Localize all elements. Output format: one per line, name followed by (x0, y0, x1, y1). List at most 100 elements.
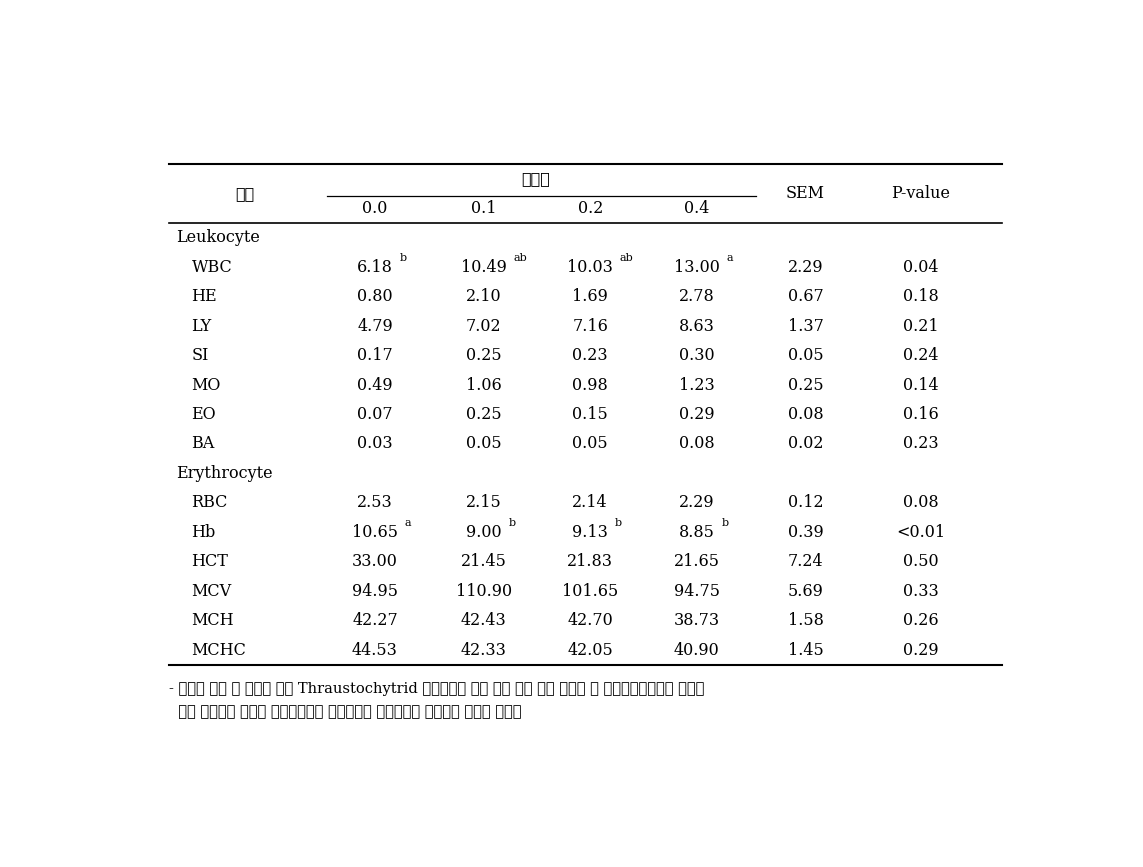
Text: 2.78: 2.78 (679, 288, 714, 305)
Text: 42.33: 42.33 (461, 642, 506, 659)
Text: 2.15: 2.15 (466, 494, 502, 512)
Text: 0.25: 0.25 (466, 406, 502, 423)
Text: 0.05: 0.05 (466, 435, 502, 453)
Text: 0.03: 0.03 (357, 435, 393, 453)
Text: BA: BA (192, 435, 215, 453)
Text: WBC: WBC (192, 258, 232, 276)
Text: 0.49: 0.49 (357, 376, 393, 394)
Text: 6.18: 6.18 (357, 258, 393, 276)
Text: HE: HE (192, 288, 217, 305)
Text: 0.08: 0.08 (903, 494, 938, 512)
Text: 0.29: 0.29 (903, 642, 938, 659)
Text: 0.30: 0.30 (679, 347, 714, 364)
Text: 0.2: 0.2 (577, 199, 602, 217)
Text: 처리구: 처리구 (521, 170, 550, 187)
Text: 42.27: 42.27 (352, 612, 398, 629)
Text: Hb: Hb (192, 524, 216, 541)
Text: 0.05: 0.05 (788, 347, 823, 364)
Text: 0.50: 0.50 (903, 553, 938, 570)
Text: 9.13: 9.13 (573, 524, 608, 541)
Text: 1.06: 1.06 (466, 376, 502, 394)
Text: - 산란계 사료 내 기능성 균주 Thraustochytrid 첨가급여에 따른 혈구 분석 결과 백혈구 및 헤모글로블린에서 증가하: - 산란계 사료 내 기능성 균주 Thraustochytrid 첨가급여에 … (169, 681, 705, 695)
Text: 0.33: 0.33 (903, 583, 938, 600)
Text: Erythrocyte: Erythrocyte (176, 465, 273, 482)
Text: 0.05: 0.05 (573, 435, 608, 453)
Text: 42.43: 42.43 (461, 612, 506, 629)
Text: b: b (400, 253, 407, 264)
Text: 10.03: 10.03 (567, 258, 613, 276)
Text: 0.17: 0.17 (357, 347, 393, 364)
Text: 0.14: 0.14 (903, 376, 938, 394)
Text: 42.05: 42.05 (567, 642, 613, 659)
Text: 0.1: 0.1 (471, 199, 497, 217)
Text: 2.29: 2.29 (788, 258, 823, 276)
Text: 0.23: 0.23 (903, 435, 938, 453)
Text: 101.65: 101.65 (562, 583, 618, 600)
Text: 44.53: 44.53 (352, 642, 398, 659)
Text: 7.02: 7.02 (466, 317, 502, 335)
Text: 0.08: 0.08 (788, 406, 823, 423)
Text: 0.02: 0.02 (788, 435, 823, 453)
Text: HCT: HCT (192, 553, 229, 570)
Text: 94.95: 94.95 (352, 583, 398, 600)
Text: 0.18: 0.18 (903, 288, 938, 305)
Text: LY: LY (192, 317, 211, 335)
Text: 0.16: 0.16 (903, 406, 938, 423)
Text: MCV: MCV (192, 583, 232, 600)
Text: b: b (721, 518, 728, 529)
Text: 0.67: 0.67 (788, 288, 823, 305)
Text: 10.49: 10.49 (461, 258, 506, 276)
Text: 0.15: 0.15 (573, 406, 608, 423)
Text: 0.04: 0.04 (903, 258, 938, 276)
Text: 110.90: 110.90 (456, 583, 512, 600)
Text: 0.23: 0.23 (573, 347, 608, 364)
Text: EO: EO (192, 406, 216, 423)
Text: 0.12: 0.12 (788, 494, 823, 512)
Text: 1.69: 1.69 (573, 288, 608, 305)
Text: 1.45: 1.45 (788, 642, 823, 659)
Text: 4.79: 4.79 (357, 317, 393, 335)
Text: MCHC: MCHC (192, 642, 247, 659)
Text: 0.25: 0.25 (788, 376, 823, 394)
Text: 21.83: 21.83 (567, 553, 613, 570)
Text: 94.75: 94.75 (673, 583, 719, 600)
Text: 0.26: 0.26 (903, 612, 938, 629)
Text: ab: ab (513, 253, 527, 264)
Text: 2.10: 2.10 (466, 288, 502, 305)
Text: 2.29: 2.29 (679, 494, 714, 512)
Text: 0.08: 0.08 (679, 435, 714, 453)
Text: 42.70: 42.70 (567, 612, 613, 629)
Text: 1.23: 1.23 (679, 376, 714, 394)
Text: 0.39: 0.39 (788, 524, 823, 541)
Text: 0.98: 0.98 (573, 376, 608, 394)
Text: 항목: 항목 (235, 185, 255, 202)
Text: 2.14: 2.14 (573, 494, 608, 512)
Text: 거나 감소되는 경향을 나타내었으나 정상범위로 특정적으로 개선되는 차이는 없었음: 거나 감소되는 경향을 나타내었으나 정상범위로 특정적으로 개선되는 차이는 … (169, 705, 522, 719)
Text: 0.4: 0.4 (684, 199, 709, 217)
Text: 2.53: 2.53 (357, 494, 393, 512)
Text: 9.00: 9.00 (466, 524, 502, 541)
Text: b: b (509, 518, 515, 529)
Text: b: b (615, 518, 622, 529)
Text: 40.90: 40.90 (673, 642, 719, 659)
Text: 0.29: 0.29 (679, 406, 714, 423)
Text: P-value: P-value (892, 185, 950, 202)
Text: 0.21: 0.21 (903, 317, 938, 335)
Text: 21.45: 21.45 (461, 553, 506, 570)
Text: a: a (405, 518, 411, 529)
Text: 13.00: 13.00 (673, 258, 719, 276)
Text: 0.24: 0.24 (903, 347, 938, 364)
Text: 38.73: 38.73 (673, 612, 720, 629)
Text: 5.69: 5.69 (788, 583, 823, 600)
Text: 0.07: 0.07 (357, 406, 393, 423)
Text: 0.25: 0.25 (466, 347, 502, 364)
Text: a: a (726, 253, 733, 264)
Text: 10.65: 10.65 (352, 524, 398, 541)
Text: 33.00: 33.00 (352, 553, 398, 570)
Text: 7.16: 7.16 (573, 317, 608, 335)
Text: 7.24: 7.24 (788, 553, 823, 570)
Text: MCH: MCH (192, 612, 234, 629)
Text: SI: SI (192, 347, 209, 364)
Text: Leukocyte: Leukocyte (176, 229, 261, 246)
Text: ab: ab (620, 253, 633, 264)
